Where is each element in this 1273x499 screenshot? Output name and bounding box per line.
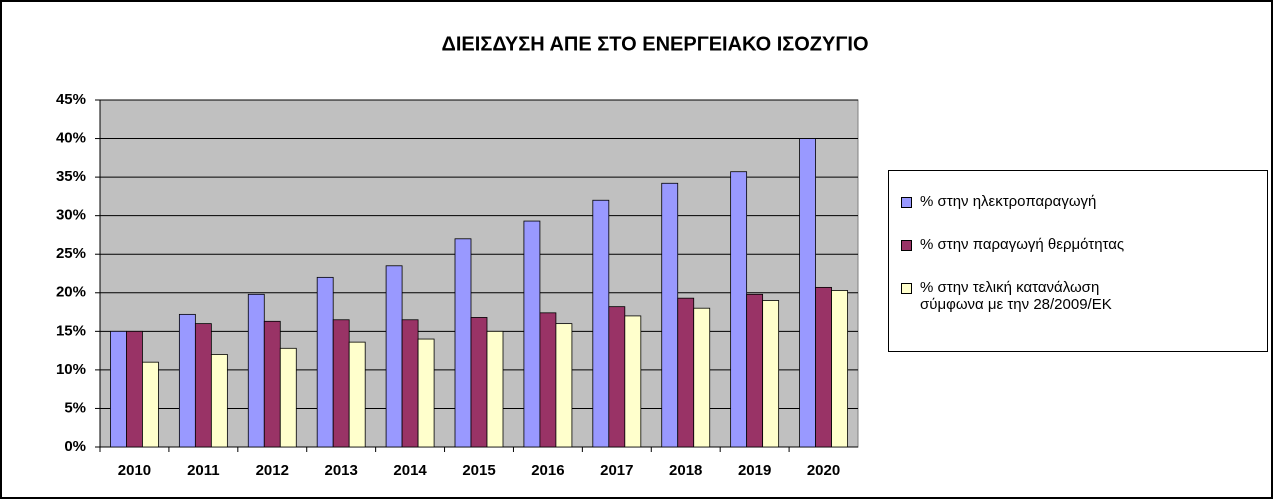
y-tick-label: 5% xyxy=(64,399,86,416)
bar xyxy=(279,347,297,448)
bar xyxy=(142,361,159,448)
bar xyxy=(539,312,557,448)
y-tick-label: 20% xyxy=(56,284,86,301)
chart-title: ΔΙΕΙΣΔΥΣΗ ΑΠΕ ΣΤΟ ΕΝΕΡΓΕΙΑΚΟ ΙΣΟΖΥΓΙΟ xyxy=(441,33,868,55)
y-tick-label: 40% xyxy=(56,130,86,147)
bar xyxy=(348,341,366,448)
y-tick-label: 45% xyxy=(56,91,86,108)
y-tick-label: 25% xyxy=(56,245,86,262)
bar xyxy=(746,293,764,448)
bar xyxy=(815,286,832,448)
legend-label: % στην ηλεκτροπαραγωγή xyxy=(920,193,1097,210)
legend-item: % στην παραγωγή θερμότητας xyxy=(901,236,1257,253)
bar xyxy=(263,320,281,448)
bar xyxy=(730,171,748,448)
bar xyxy=(316,276,334,448)
bar xyxy=(210,354,228,448)
bar xyxy=(385,265,403,448)
bar xyxy=(194,323,212,448)
bar xyxy=(523,220,541,448)
x-tick-label: 2011 xyxy=(187,462,220,479)
bar xyxy=(332,319,350,448)
bar xyxy=(799,138,816,448)
bar xyxy=(762,300,780,448)
y-tick-label: 35% xyxy=(56,168,86,185)
bar xyxy=(608,306,626,448)
x-tick-label: 2012 xyxy=(256,462,289,479)
bar xyxy=(454,238,472,448)
bar xyxy=(831,290,848,448)
bar xyxy=(677,297,695,448)
legend-label: % στην τελική κατανάλωση σύμφωνα με την … xyxy=(920,279,1112,313)
legend-label: % στην παραγωγή θερμότητας xyxy=(920,236,1125,253)
bar xyxy=(110,330,127,448)
bar xyxy=(592,199,610,448)
x-tick-label: 2014 xyxy=(393,462,427,479)
x-tick-label: 2015 xyxy=(462,462,495,479)
y-tick-label: 0% xyxy=(64,438,86,455)
y-tick-label: 15% xyxy=(56,322,86,339)
bar xyxy=(247,293,265,448)
bar xyxy=(624,315,642,448)
y-tick-label: 30% xyxy=(56,207,86,224)
legend-item: % στην ηλεκτροπαραγωγή xyxy=(901,193,1257,210)
legend: % στην ηλεκτροπαραγωγή % στην παραγωγή θε… xyxy=(888,170,1268,352)
x-tick-label: 2010 xyxy=(118,462,151,479)
x-tick-label: 2020 xyxy=(807,462,840,479)
y-tick-label: 10% xyxy=(56,361,86,378)
legend-swatch xyxy=(901,240,912,251)
bar xyxy=(401,319,419,448)
bar xyxy=(417,338,435,448)
legend-item: % στην τελική κατανάλωση σύμφωνα με την … xyxy=(901,279,1257,313)
legend-swatch xyxy=(901,283,912,294)
x-tick-label: 2018 xyxy=(669,462,702,479)
x-tick-label: 2016 xyxy=(531,462,564,479)
bar xyxy=(178,313,196,448)
bar xyxy=(555,323,573,448)
x-tick-label: 2017 xyxy=(600,462,633,479)
bar xyxy=(470,317,488,448)
bar xyxy=(126,330,143,448)
bar xyxy=(693,307,711,448)
bar xyxy=(661,182,679,448)
bar xyxy=(486,330,504,448)
x-tick-label: 2019 xyxy=(738,462,771,479)
legend-swatch xyxy=(901,197,912,208)
x-tick-label: 2013 xyxy=(324,462,357,479)
